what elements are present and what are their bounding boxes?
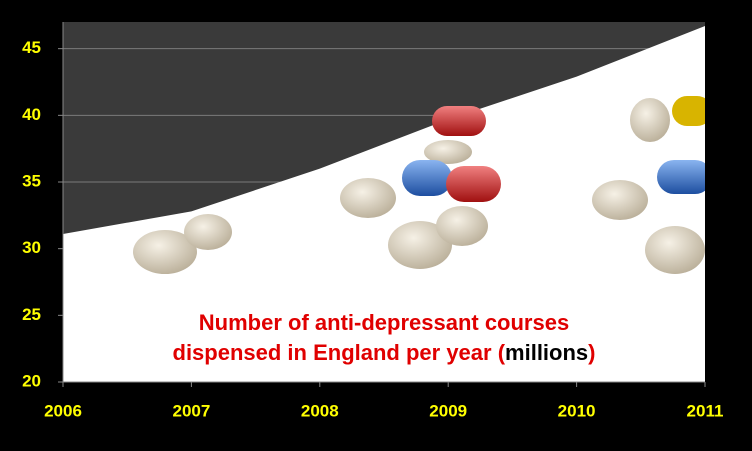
pill-decoration (133, 96, 705, 274)
x-tick-label: 2006 (44, 401, 82, 420)
y-tick-label: 35 (22, 171, 41, 190)
y-tick-label: 25 (22, 305, 41, 324)
x-tick-label: 2007 (172, 401, 210, 420)
y-tick-label: 30 (22, 238, 41, 257)
x-tick-label: 2009 (429, 401, 467, 420)
axes: 20 25 30 35 40 45 2006 2007 2008 2009 2010 2011 (22, 22, 723, 420)
x-tick-label: 2008 (301, 401, 339, 420)
title-text: Number of anti-depressant courses (199, 310, 569, 335)
y-tick-label: 20 (22, 371, 41, 390)
x-tick-label: 2010 (558, 401, 596, 420)
title-line: dispensed in England per year (millions) (173, 340, 596, 365)
title-text: millions (505, 340, 588, 365)
chart-title: Number of anti-depressant courses dispens… (173, 310, 596, 365)
title-line: Number of anti-depressant courses (199, 310, 569, 335)
y-tick-label: 40 (22, 105, 41, 124)
title-text: dispensed in England per year ( (173, 340, 506, 365)
y-tick-label: 45 (22, 38, 41, 57)
x-tick-label: 2011 (687, 401, 724, 420)
title-text: ) (588, 340, 595, 365)
